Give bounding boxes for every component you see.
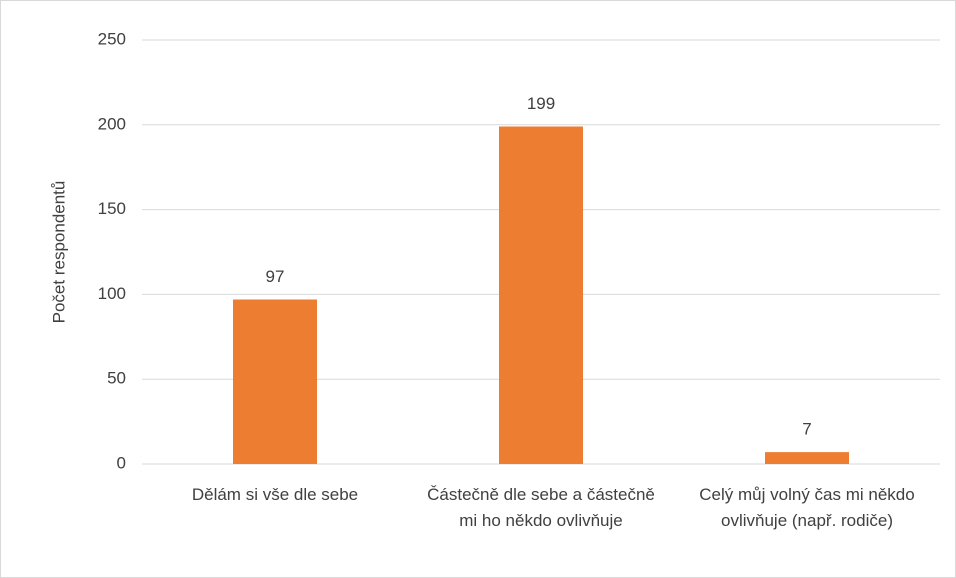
y-tick-label: 100 [98, 284, 126, 303]
x-tick-label: Celý můj volný čas mi někdo ovlivňuje (n… [699, 485, 915, 530]
x-tick-label-box: Dělám si vše dle sebe [191, 485, 359, 504]
y-axis-title: Počet respondentů [49, 181, 68, 324]
y-tick-label: 50 [107, 369, 126, 388]
data-label: 97 [266, 267, 285, 286]
y-tick-label: 200 [98, 114, 126, 133]
x-tick-label-box: Celý můj volný čas mi někdo ovlivňuje (n… [699, 485, 915, 530]
y-tick-label: 150 [98, 199, 126, 218]
bar [499, 126, 583, 464]
x-tick-label: Dělám si vše dle sebe [191, 485, 359, 504]
bar [233, 299, 317, 464]
y-tick-label: 0 [117, 453, 126, 472]
data-label: 7 [802, 420, 811, 439]
data-label: 199 [527, 94, 555, 113]
bar [765, 452, 849, 464]
y-tick-label: 250 [98, 29, 126, 48]
x-tick-label-box: Částečně dle sebe a částečně mi ho někdo… [427, 485, 655, 530]
x-tick-label: Částečně dle sebe a částečně mi ho někdo… [427, 485, 655, 530]
